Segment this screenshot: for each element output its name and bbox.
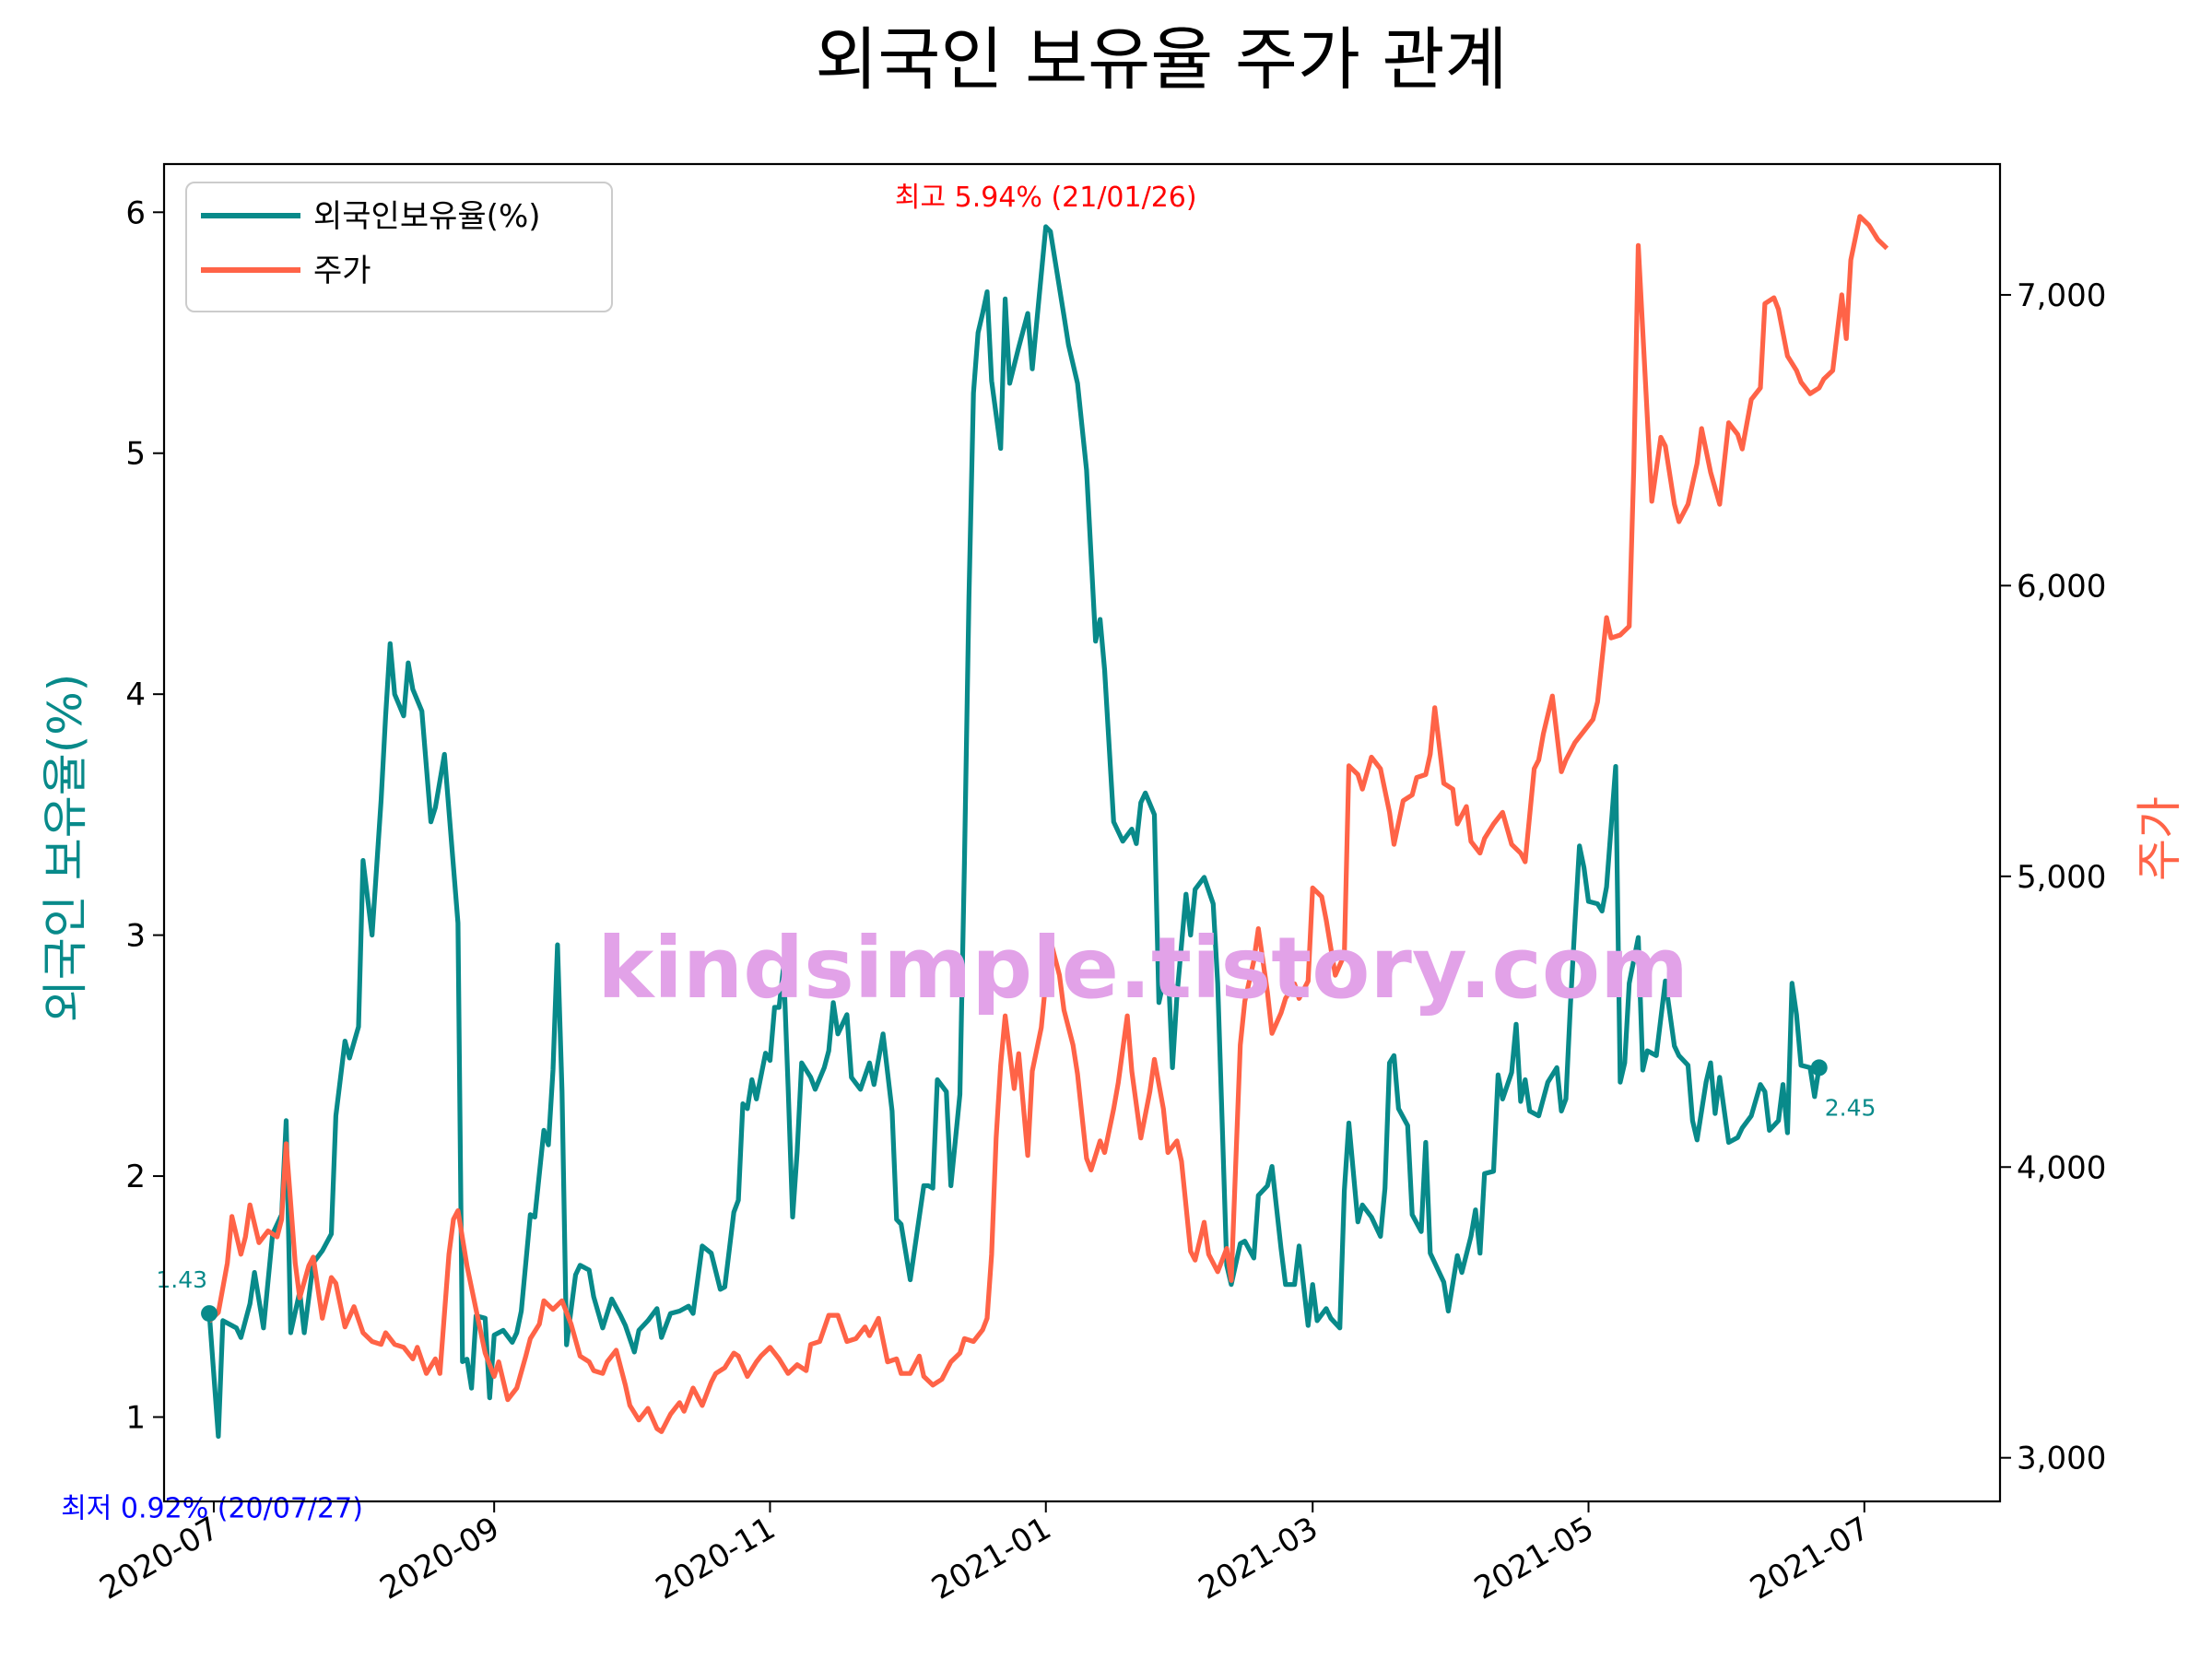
max-annotation: 최고 5.94% (21/01/26) — [895, 182, 1197, 214]
y-left-tick-label: 4 — [125, 677, 146, 713]
start-point-marker — [201, 1305, 218, 1323]
series-line-foreign-ratio — [206, 224, 1822, 1440]
y-right-tick-label: 7,000 — [2017, 277, 2106, 314]
y-right-tick-label: 5,000 — [2017, 859, 2106, 896]
min-annotation: 최저 0.92% (20/07/27) — [61, 1492, 363, 1524]
plot-lines — [201, 214, 1889, 1440]
y-right-tick-label: 6,000 — [2017, 568, 2106, 605]
watermark: kindsimple.tistory.com — [597, 919, 1688, 1018]
y-axis-right-label: 주가 — [2133, 796, 2186, 881]
end-value-label: 2.45 — [1825, 1094, 1877, 1121]
annotations: 최고 5.94% (21/01/26) 최저 0.92% (20/07/27) … — [61, 182, 1876, 1524]
y-left-tick-label: 1 — [125, 1399, 146, 1436]
series-line-price — [207, 214, 1889, 1434]
y-right-tick-label: 4,000 — [2017, 1149, 2106, 1186]
legend-label-price: 주가 — [313, 253, 371, 289]
plot-frame — [162, 162, 2002, 1503]
legend: 외국인보유율(%) 주가 — [185, 182, 613, 312]
end-point-marker — [1810, 1059, 1828, 1077]
chart-title: 외국인 보유율 주가 관계 — [815, 20, 1507, 100]
legend-label-foreign: 외국인보유율(%) — [313, 198, 541, 235]
y-left-tick-label: 5 — [125, 436, 146, 473]
y-left-tick-label: 3 — [125, 918, 146, 955]
y-left-tick-label: 2 — [125, 1159, 146, 1195]
y-axis-left-label: 외국인 보유율(%) — [39, 674, 92, 1022]
y-left-tick-label: 6 — [125, 194, 146, 231]
y-right-tick-label: 3,000 — [2017, 1441, 2106, 1477]
